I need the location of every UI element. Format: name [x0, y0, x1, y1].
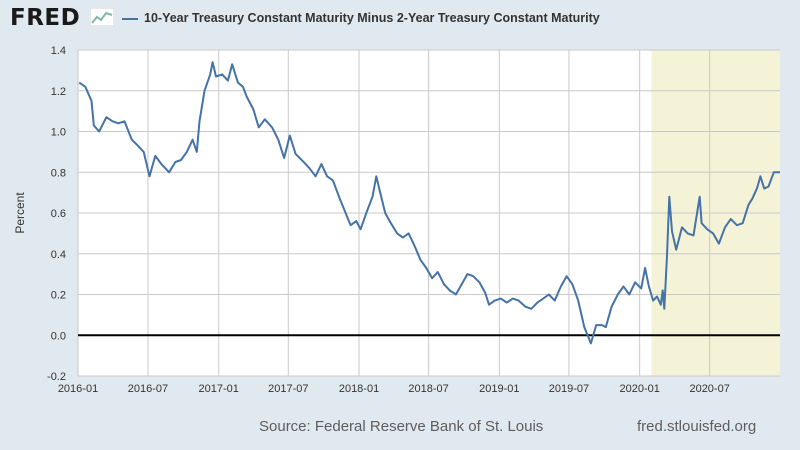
x-tick-label: 2020-07 [689, 383, 729, 395]
chart-header: FRED 10-Year Treasury Constant Maturity … [0, 0, 800, 40]
x-tick-label: 2017-07 [268, 383, 308, 395]
y-tick-label: -0.2 [47, 371, 66, 383]
website-link[interactable]: fred.stlouisfed.org [637, 418, 757, 435]
y-tick-label: 1.0 [51, 127, 66, 139]
y-tick-label: 1.2 [51, 86, 66, 98]
x-axis-ticks: 2016-01 2016-07 2017-01 2017-07 2018-01 2018-… [58, 383, 730, 395]
x-tick-label: 2019-01 [479, 383, 519, 395]
x-tick-label: 2018-07 [408, 383, 448, 395]
source-note: Source: Federal Reserve Bank of St. Loui… [259, 418, 544, 435]
y-tick-label: 0.8 [51, 167, 66, 179]
x-tick-label: 2017-01 [199, 383, 239, 395]
y-axis-label: Percent [13, 192, 27, 234]
x-tick-label: 2019-07 [549, 383, 589, 395]
y-tick-label: 1.4 [51, 45, 66, 57]
y-axis-ticks: -0.2 0.0 0.2 0.4 0.6 0.8 1.0 1.2 1.4 [47, 45, 66, 383]
y-tick-label: 0.4 [51, 249, 66, 261]
x-tick-label: 2018-01 [339, 383, 379, 395]
y-tick-label: 0.6 [51, 208, 66, 220]
fred-logo: FRED [10, 5, 81, 31]
legend-series-label[interactable]: 10-Year Treasury Constant Maturity Minus… [144, 11, 600, 25]
series-line [78, 61, 780, 345]
y-tick-label: 0.0 [51, 330, 66, 342]
x-tick-label: 2016-01 [58, 383, 98, 395]
x-tick-label: 2020-01 [619, 383, 659, 395]
x-tick-label: 2016-07 [128, 383, 168, 395]
line-chart-icon [90, 8, 114, 26]
legend-line-swatch [122, 18, 138, 20]
y-tick-label: 0.2 [51, 290, 66, 302]
